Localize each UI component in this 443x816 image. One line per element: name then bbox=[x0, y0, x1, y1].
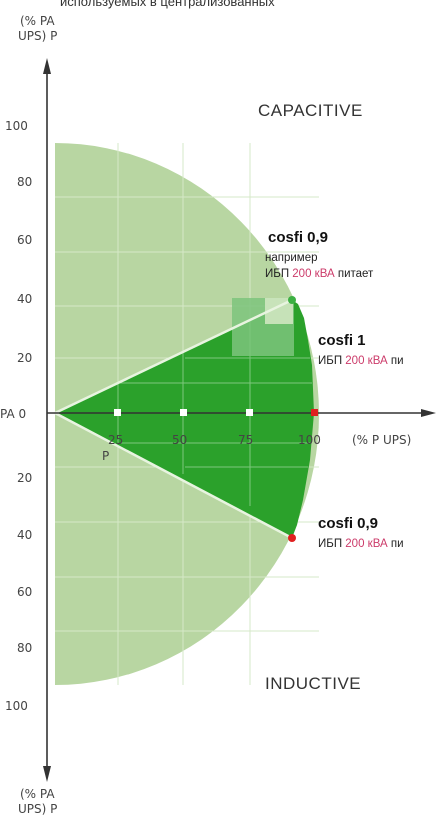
capacitive-label: CAPACITIVE bbox=[258, 101, 363, 120]
ups-suffix: пи bbox=[388, 355, 404, 367]
ups-prefix: ИБП bbox=[318, 538, 345, 550]
cosfi-upper-line bbox=[54, 298, 293, 415]
inductive-label: INDUCTIVE bbox=[265, 674, 361, 693]
ups-suffix: пи bbox=[388, 538, 404, 550]
ups-prefix: ИБП bbox=[318, 355, 345, 367]
y-axis-label-bottom-2: UPS) P bbox=[18, 802, 57, 816]
y-tick-label: 60 bbox=[17, 585, 32, 599]
y-tick-label: 80 bbox=[17, 641, 32, 655]
header-cut-text: используемых в централизованных bbox=[60, 0, 275, 9]
ups-rating: 200 кВА bbox=[345, 355, 388, 367]
y-axis-arrow-top bbox=[43, 58, 51, 74]
x-axis-arrow bbox=[421, 409, 436, 417]
cosfi-09-bottom-point bbox=[288, 534, 296, 542]
y-tick-label: 20 bbox=[17, 351, 32, 365]
y-tick-label: 80 bbox=[17, 175, 32, 189]
cosfi-09-bottom-title: cosfi 0,9 bbox=[318, 515, 378, 532]
x-tick-markers bbox=[114, 409, 318, 416]
ups-rating: 200 кВА bbox=[292, 268, 335, 280]
x-sub-label: P bbox=[102, 449, 109, 463]
y-tick-label: 100 bbox=[5, 119, 28, 133]
ups-suffix: питает bbox=[335, 268, 374, 280]
x-axis-label: (% P UPS) bbox=[352, 433, 411, 447]
cosfi-09-top-line1: например bbox=[265, 252, 318, 264]
x-tick-label: 100 bbox=[298, 433, 321, 447]
y-axis-arrow-bottom bbox=[43, 766, 51, 782]
cosfi-1-line1: ИБП 200 кВА пи bbox=[318, 355, 404, 367]
x-tick-labels: 25 50 75 100 bbox=[108, 433, 321, 447]
cosfi-09-bottom-line1: ИБП 200 кВА пи bbox=[318, 538, 404, 550]
x-tick-label: 50 bbox=[172, 433, 187, 447]
cosfi-lower-line bbox=[54, 411, 293, 540]
y-axis-label-bottom-1: (% PA bbox=[20, 787, 55, 801]
cosfi-09-top-point bbox=[288, 296, 296, 304]
y-axis-label-top-2: UPS) P bbox=[18, 29, 57, 43]
y-axis-label-top-1: (% PA bbox=[20, 14, 55, 28]
x-tick-label: 25 bbox=[108, 433, 123, 447]
operating-zone bbox=[55, 300, 314, 538]
x-tick-label: 75 bbox=[238, 433, 253, 447]
y-tick-labels: 100 80 60 40 20 20 40 60 80 100 bbox=[5, 119, 32, 713]
origin-label: PA 0 bbox=[0, 407, 26, 421]
operating-grid bbox=[117, 320, 312, 506]
cosfi-09-top-line2: ИБП 200 кВА питает bbox=[265, 268, 374, 280]
y-tick-label: 40 bbox=[17, 528, 32, 542]
ups-rating: 200 кВА bbox=[345, 538, 388, 550]
ups-prefix: ИБП bbox=[265, 268, 292, 280]
y-tick-label: 100 bbox=[5, 699, 28, 713]
y-tick-label: 60 bbox=[17, 233, 32, 247]
y-tick-label: 40 bbox=[17, 292, 32, 306]
cosfi-1-title: cosfi 1 bbox=[318, 332, 366, 349]
y-tick-label: 20 bbox=[17, 471, 32, 485]
cosfi-09-top-title: cosfi 0,9 bbox=[268, 229, 328, 246]
